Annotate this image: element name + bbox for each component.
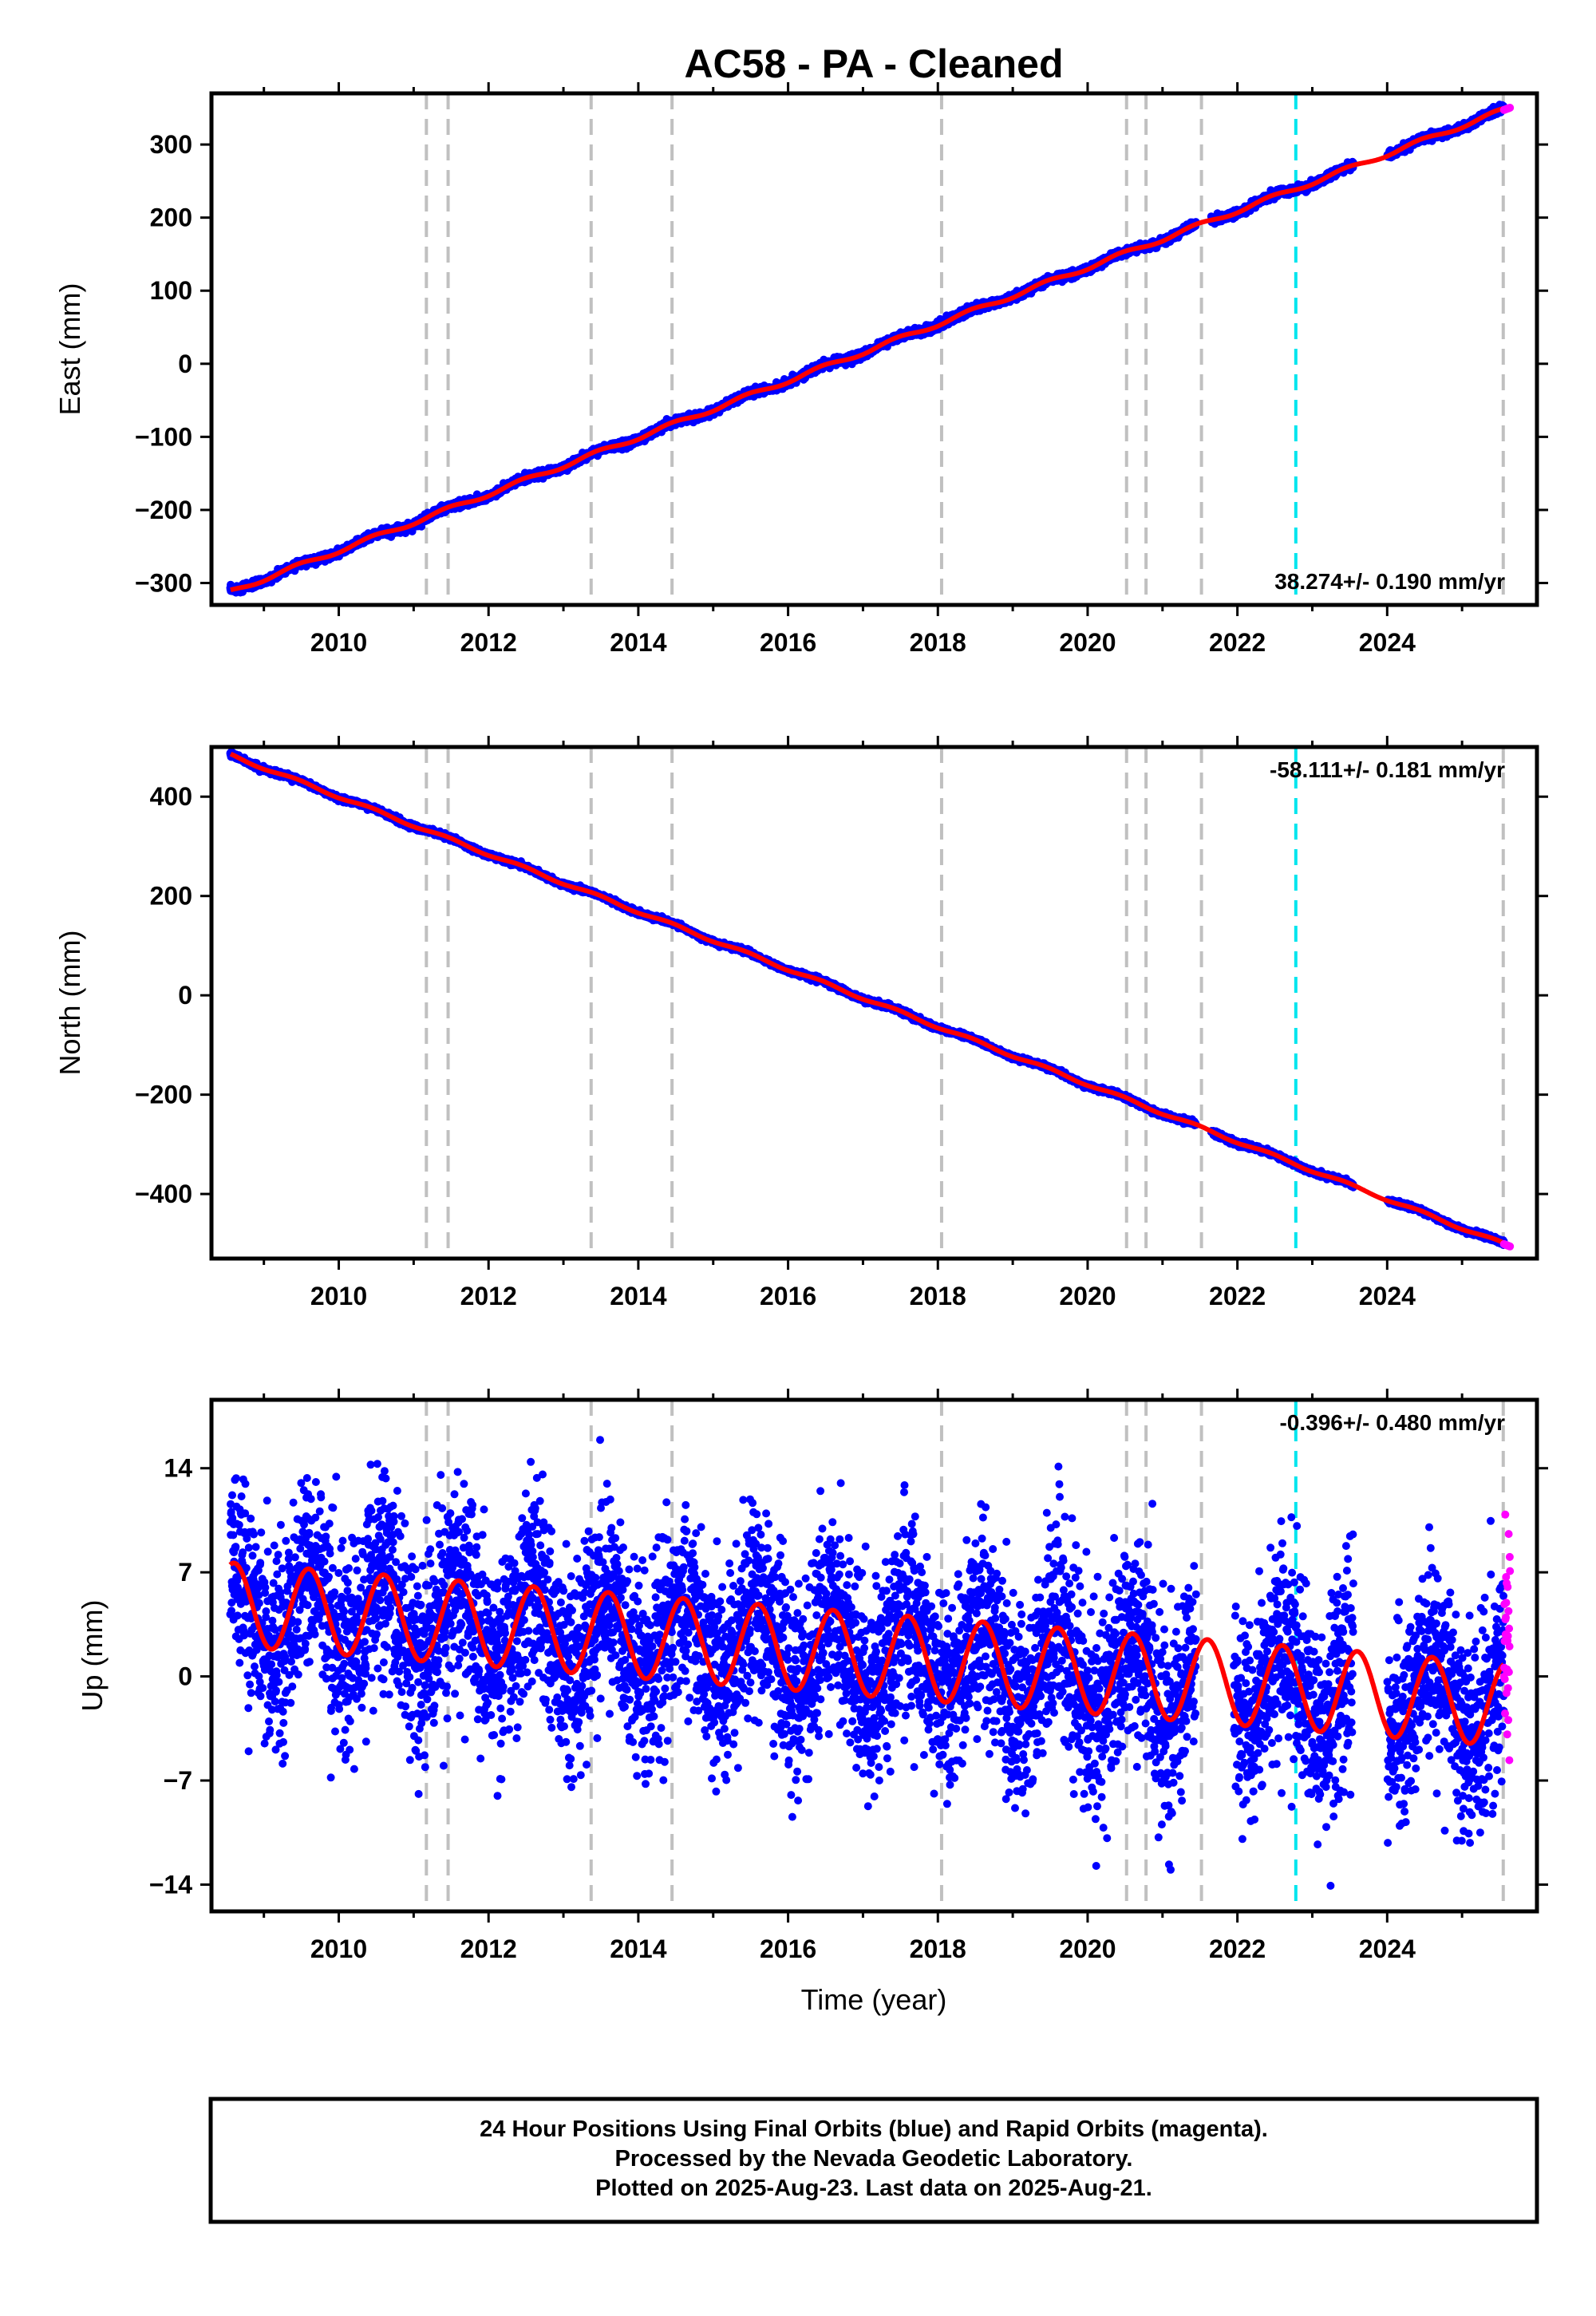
y-tick-label: −400: [135, 1180, 192, 1208]
north-plot-area: [226, 747, 1515, 1259]
up-rate-label: -0.396+/- 0.480 mm/yr: [1279, 1410, 1505, 1435]
y-tick-label: −7: [164, 1766, 192, 1795]
north-model-line: [229, 752, 1505, 1245]
north-rate-label: -58.111+/- 0.181 mm/yr: [1270, 757, 1505, 782]
x-tick-label: 2022: [1209, 628, 1266, 657]
x-tick-label: 2010: [310, 1935, 367, 1963]
up-plot-area: [226, 1400, 1515, 1911]
east-y-axis-label: East (mm): [53, 283, 86, 416]
x-tick-label: 2020: [1059, 1935, 1116, 1963]
east-panel: 2010 2012 2014 2016 2018 2020 2022 2024 −300 −200…: [53, 82, 1548, 657]
y-tick-label: 100: [150, 276, 192, 305]
x-tick-label: 2016: [760, 628, 816, 657]
x-tick-label: 2022: [1209, 1935, 1266, 1963]
y-tick-label: −200: [135, 496, 192, 524]
footer-frame: [208, 2097, 1539, 2224]
figure-title: AC58 - PA - Cleaned: [684, 41, 1063, 86]
east-plot-area: [226, 93, 1515, 605]
up-panel: 2010 2012 2014 2016 2018 2020 2022 2024 −14 −7 0 7 1…: [76, 1389, 1548, 1963]
y-tick-label: 200: [150, 882, 192, 911]
x-tick-label: 2018: [910, 1282, 966, 1310]
y-tick-label: 300: [150, 130, 192, 159]
y-tick-label: −300: [135, 569, 192, 598]
east-rapid-orbit-points: [1499, 104, 1515, 114]
x-tick-label: 2024: [1359, 1282, 1416, 1310]
footer-line-3: Plotted on 2025-Aug-23. Last data on 202…: [595, 2176, 1152, 2201]
y-tick-label: 7: [178, 1558, 192, 1587]
y-tick-label: −200: [135, 1081, 192, 1109]
y-tick-label: 400: [150, 782, 192, 811]
x-tick-label: 2010: [310, 628, 367, 657]
north-frame: [209, 745, 1539, 1261]
y-tick-label: 14: [164, 1454, 192, 1483]
north-y-axis-label: North (mm): [53, 931, 86, 1076]
footer-line-2: Processed by the Nevada Geodetic Laborat…: [615, 2146, 1133, 2172]
north-rapid-orbit-points: [1499, 1239, 1515, 1251]
up-y-axis-label: Up (mm): [76, 1600, 109, 1712]
up-model-line: [228, 1560, 1506, 1746]
x-tick-label: 2012: [460, 1935, 517, 1963]
y-tick-label: 0: [178, 981, 192, 1010]
x-tick-label: 2022: [1209, 1282, 1266, 1310]
x-tick-label: 2018: [910, 1935, 966, 1963]
east-frame: [209, 91, 1539, 607]
footer-line-1: 24 Hour Positions Using Final Orbits (bl…: [480, 2116, 1268, 2142]
x-tick-label: 2014: [610, 628, 666, 657]
footer-box: 24 Hour Positions Using Final Orbits (bl…: [208, 2097, 1539, 2224]
y-tick-label: 0: [178, 1662, 192, 1691]
y-tick-label: 0: [178, 350, 192, 378]
x-tick-label: 2014: [610, 1935, 666, 1963]
x-tick-label: 2018: [910, 628, 966, 657]
x-tick-label: 2020: [1059, 1282, 1116, 1310]
x-tick-label: 2016: [760, 1282, 816, 1310]
x-tick-label: 2012: [460, 1282, 517, 1310]
up-frame: [209, 1397, 1539, 1914]
x-axis-label: Time (year): [801, 1983, 947, 2016]
up-final-orbit-points: [226, 1436, 1508, 1890]
up-rapid-orbit-points: [1499, 1510, 1515, 1765]
east-rate-label: 38.274+/- 0.190 mm/yr: [1274, 569, 1505, 594]
y-tick-label: −100: [135, 422, 192, 451]
x-tick-label: 2010: [310, 1282, 367, 1310]
x-tick-label: 2024: [1359, 1935, 1416, 1963]
y-tick-label: 200: [150, 204, 192, 232]
x-tick-label: 2020: [1059, 628, 1116, 657]
east-model-line: [229, 106, 1505, 593]
x-tick-label: 2024: [1359, 628, 1416, 657]
x-tick-label: 2016: [760, 1935, 816, 1963]
north-panel: 2010 2012 2014 2016 2018 2020 2022 2024 −400 −200…: [53, 736, 1548, 1310]
x-tick-label: 2014: [610, 1282, 666, 1310]
y-tick-label: −14: [149, 1870, 192, 1899]
x-tick-label: 2012: [460, 628, 517, 657]
